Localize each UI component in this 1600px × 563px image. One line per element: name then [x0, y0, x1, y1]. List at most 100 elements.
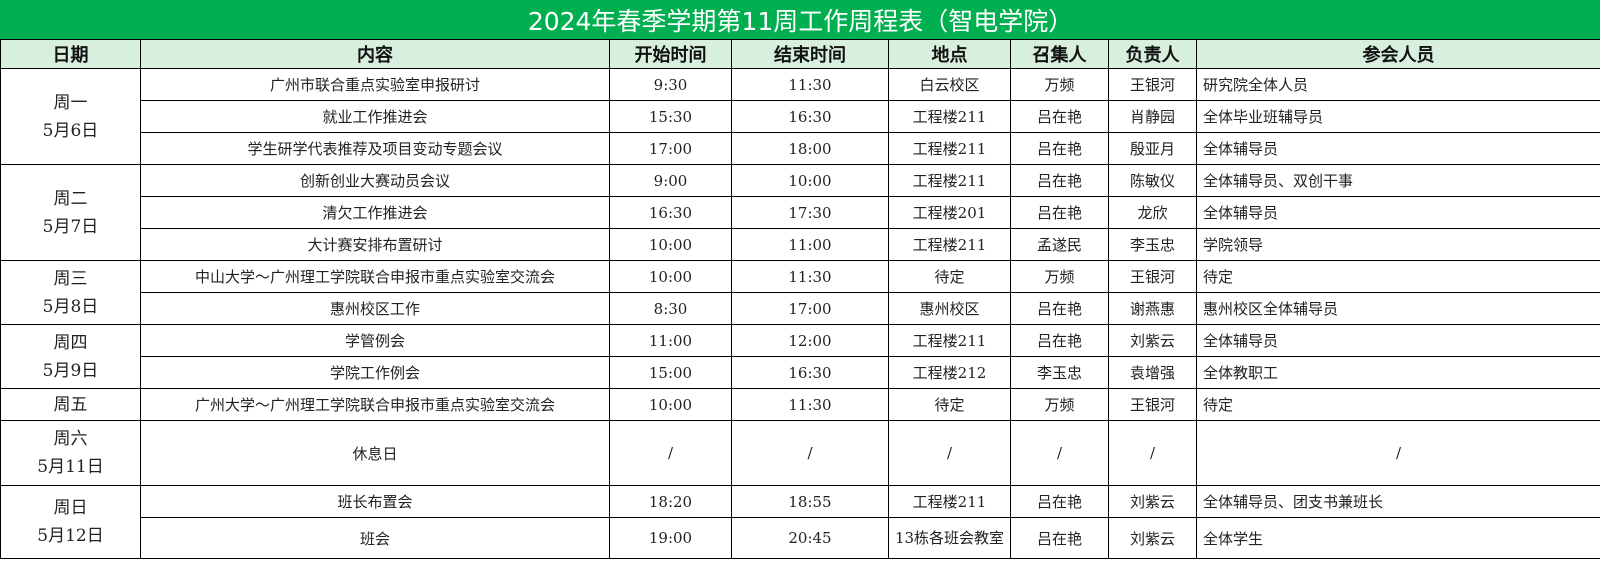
location-cell: 待定 — [888, 260, 1011, 293]
convener-cell: 吕在艳 — [1010, 100, 1109, 133]
end-time-cell: 16:30 — [731, 356, 889, 389]
attendees-cell: 全体辅导员 — [1195, 132, 1600, 165]
owner-cell: 陈敏仪 — [1108, 164, 1197, 197]
convener-cell: 吕在艳 — [1010, 132, 1109, 165]
location-cell: 工程楼201 — [888, 196, 1011, 229]
convener-cell: 吕在艳 — [1010, 196, 1109, 229]
date: 5月6日 — [42, 120, 99, 141]
content-cell: 创新创业大赛动员会议 — [140, 164, 610, 197]
location-cell: 工程楼211 — [888, 324, 1011, 357]
convener-cell: 吕在艳 — [1010, 517, 1109, 559]
weekday: 周六 — [53, 429, 88, 449]
table-row: 周二 5月7日 创新创业大赛动员会议 9:00 10:00 工程楼211 吕在艳 陈敏仪 全体辅… — [0, 164, 1600, 261]
owner-cell: / — [1108, 420, 1197, 486]
weekday: 周日 — [53, 498, 88, 518]
date: 5月11日 — [37, 457, 104, 477]
table-row: 班会 19:00 20:45 13栋各班会教室 吕在艳 刘紫云 全体学生 — [1, 517, 1600, 559]
column-header: 日期 — [0, 39, 141, 69]
attendees-cell: 全体辅导员、团支书兼班长 — [1195, 485, 1600, 518]
table-row: 周五 广州大学～广州理工学院联合申报市重点实验室交流会 10:00 11:30 待定 万频… — [0, 388, 1600, 421]
content-cell: 大计赛安排布置研讨 — [140, 228, 610, 261]
weekday: 周二 — [53, 188, 88, 209]
start-time-cell: 10:00 — [609, 228, 732, 261]
content-cell: 学院工作例会 — [140, 356, 610, 389]
convener-cell: 万频 — [1010, 260, 1109, 293]
location-cell: 工程楼211 — [888, 228, 1011, 261]
convener-cell: 吕在艳 — [1010, 485, 1109, 518]
content-cell: 学管例会 — [140, 324, 610, 357]
location-cell: 白云校区 — [888, 68, 1011, 101]
attendees-cell: / — [1195, 420, 1600, 486]
location-cell: 工程楼212 — [888, 356, 1011, 389]
owner-cell: 王银河 — [1108, 68, 1197, 101]
weekday: 周一 — [53, 92, 88, 113]
start-time-cell: 15:30 — [609, 100, 732, 133]
attendees-cell: 全体辅导员 — [1195, 196, 1600, 229]
date: 5月9日 — [42, 360, 99, 381]
attendees-cell: 待定 — [1195, 260, 1600, 293]
date-cell: 周日 5月12日 — [0, 485, 141, 559]
location-cell: / — [888, 420, 1011, 486]
owner-cell: 刘紫云 — [1108, 485, 1197, 518]
attendees-cell: 全体辅导员、双创干事 — [1195, 164, 1600, 197]
content-cell: 班长布置会 — [140, 485, 610, 518]
column-header: 开始时间 — [609, 39, 732, 69]
start-time-cell: 19:00 — [609, 517, 732, 559]
table-row: 周日 5月12日 班长布置会 18:20 18:55 工程楼211 吕在艳 刘紫云 全体辅导员、… — [0, 485, 1600, 559]
table-row: 就业工作推进会 15:30 16:30 工程楼211 吕在艳 肖静园 全体毕业班辅导员 — [1, 100, 1600, 133]
start-time-cell: 8:30 — [609, 292, 732, 325]
start-time-cell: 10:00 — [609, 260, 732, 293]
attendees-cell: 研究院全体人员 — [1195, 68, 1600, 101]
owner-cell: 王银河 — [1108, 260, 1197, 293]
attendees-cell: 全体毕业班辅导员 — [1195, 100, 1600, 133]
convener-cell: 李玉忠 — [1010, 356, 1109, 389]
end-time-cell: 16:30 — [731, 100, 889, 133]
end-time-cell: 11:30 — [731, 388, 889, 421]
owner-cell: 殷亚月 — [1108, 132, 1197, 165]
weekday: 周四 — [53, 332, 88, 353]
date: 5月12日 — [37, 526, 104, 546]
page-title: 2024年春季学期第11周工作周程表（智电学院） — [0, 0, 1600, 40]
attendees-cell: 惠州校区全体辅导员 — [1195, 292, 1600, 325]
table-row: 周一 5月6日 广州市联合重点实验室申报研讨 9:30 11:30 白云校区 万频 王银河 研究… — [0, 68, 1600, 165]
table-row: 清欠工作推进会 16:30 17:30 工程楼201 吕在艳 龙欣 全体辅导员 — [1, 196, 1600, 229]
owner-cell: 王银河 — [1108, 388, 1197, 421]
date-cell: 周五 — [0, 388, 141, 421]
location-cell: 13栋各班会教室 — [888, 517, 1011, 559]
end-time-cell: 18:55 — [731, 485, 889, 518]
date-cell: 周六 5月11日 — [0, 420, 141, 486]
location-cell: 工程楼211 — [888, 100, 1011, 133]
table-row: 周六 5月11日 休息日 / / / / / / — [0, 420, 1600, 486]
attendees-cell: 全体学生 — [1195, 517, 1600, 559]
content-cell: 清欠工作推进会 — [140, 196, 610, 229]
table-row: 惠州校区工作 8:30 17:00 惠州校区 吕在艳 谢燕惠 惠州校区全体辅导员 — [1, 292, 1600, 325]
date-cell: 周一 5月6日 — [0, 68, 141, 165]
content-cell: 休息日 — [140, 420, 610, 486]
attendees-cell: 全体教职工 — [1195, 356, 1600, 389]
end-time-cell: 10:00 — [731, 164, 889, 197]
owner-cell: 李玉忠 — [1108, 228, 1197, 261]
owner-cell: 袁增强 — [1108, 356, 1197, 389]
attendees-cell: 学院领导 — [1195, 228, 1600, 261]
column-header: 负责人 — [1108, 39, 1197, 69]
location-cell: 工程楼211 — [888, 132, 1011, 165]
convener-cell: 吕在艳 — [1010, 164, 1109, 197]
table-row: 周四 5月9日 学管例会 11:00 12:00 工程楼211 吕在艳 刘紫云 全体辅导员 — [0, 324, 1600, 389]
start-time-cell: 9:30 — [609, 68, 732, 101]
owner-cell: 龙欣 — [1108, 196, 1197, 229]
end-time-cell: 17:30 — [731, 196, 889, 229]
content-cell: 班会 — [140, 517, 610, 559]
location-cell: 待定 — [888, 388, 1011, 421]
convener-cell: 万频 — [1010, 68, 1109, 101]
content-cell: 就业工作推进会 — [140, 100, 610, 133]
convener-cell: 万频 — [1010, 388, 1109, 421]
owner-cell: 肖静园 — [1108, 100, 1197, 133]
table-row: 大计赛安排布置研讨 10:00 11:00 工程楼211 孟遂民 李玉忠 学院领导 — [1, 228, 1600, 261]
convener-cell: 吕在艳 — [1010, 324, 1109, 357]
table-row: 周三 5月8日 中山大学～广州理工学院联合申报市重点实验室交流会 10:00 11:30… — [0, 260, 1600, 325]
start-time-cell: 17:00 — [609, 132, 732, 165]
end-time-cell: 20:45 — [731, 517, 889, 559]
end-time-cell: 11:00 — [731, 228, 889, 261]
end-time-cell: 17:00 — [731, 292, 889, 325]
